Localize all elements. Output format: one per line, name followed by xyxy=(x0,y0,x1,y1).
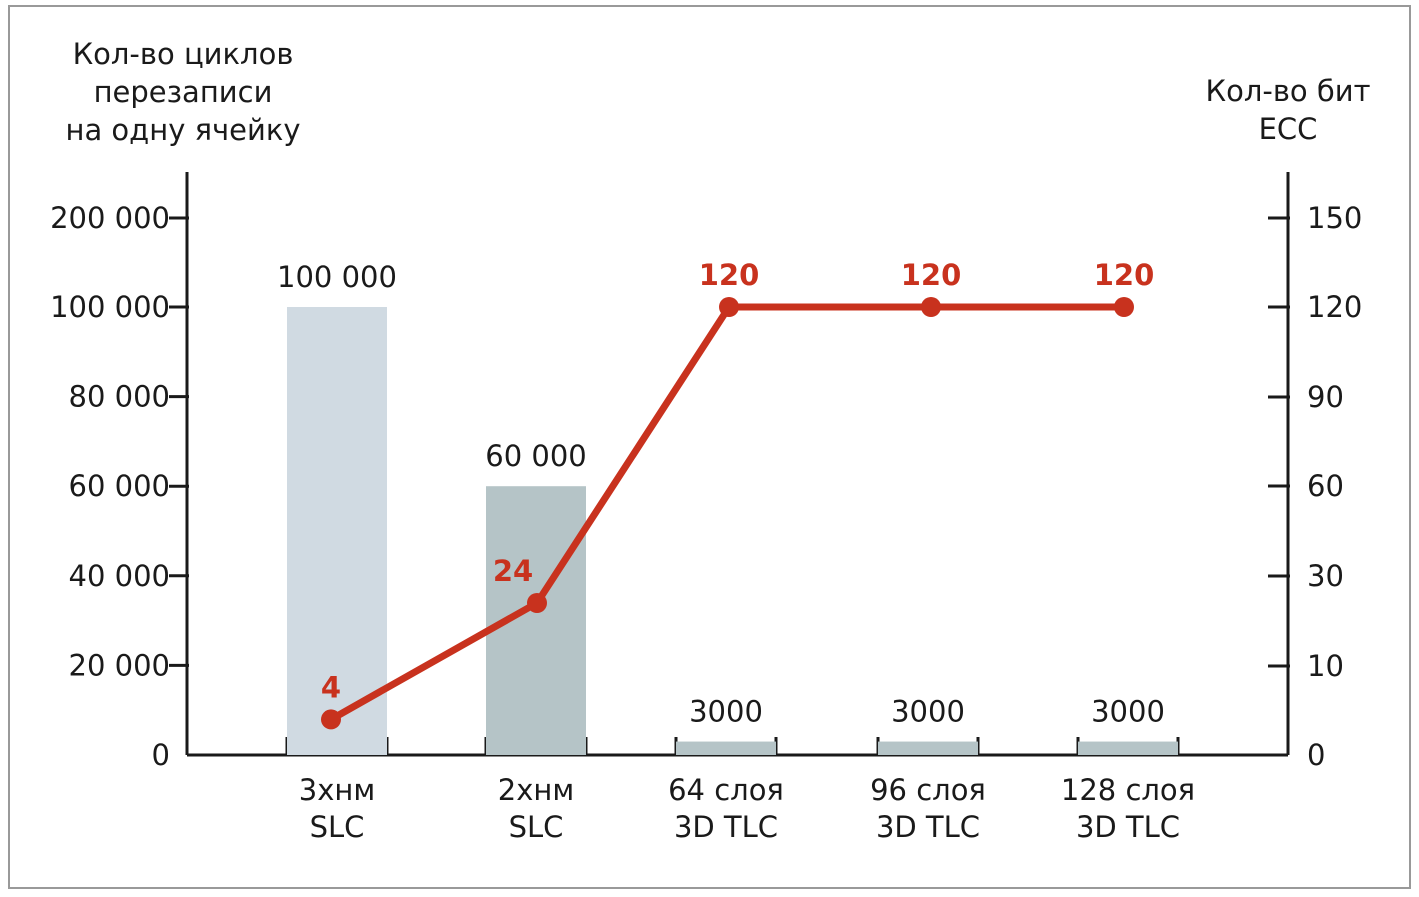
bar xyxy=(878,741,978,755)
bar-value-label: 3000 xyxy=(1091,695,1165,729)
category-label: 3xнм xyxy=(299,773,375,807)
left-tick-label: 0 xyxy=(152,738,170,772)
category-label: 3D TLC xyxy=(876,810,980,844)
bar-value-label: 3000 xyxy=(689,695,763,729)
bar xyxy=(287,307,387,755)
category-label: 64 слоя xyxy=(668,773,784,807)
category-label: 128 слоя xyxy=(1061,773,1195,807)
ecc-point xyxy=(321,709,341,730)
left-axis-title: перезаписи xyxy=(94,75,273,109)
ecc-value-label: 120 xyxy=(1094,258,1155,292)
right-tick-label: 150 xyxy=(1307,201,1362,235)
bar-value-label: 100 000 xyxy=(277,260,397,294)
right-axis-title: ECC xyxy=(1259,112,1318,146)
ecc-value-label: 4 xyxy=(321,670,341,704)
right-tick-label: 60 xyxy=(1307,469,1344,503)
left-tick-label: 100 000 xyxy=(50,290,170,324)
left-tick-label: 20 000 xyxy=(69,648,170,682)
ecc-point xyxy=(719,297,739,317)
category-label: SLC xyxy=(509,810,564,844)
left-tick-label: 80 000 xyxy=(69,380,170,414)
left-axis-title: на одну ячейку xyxy=(65,113,300,147)
left-axis-title: Кол-во циклов xyxy=(73,37,294,71)
ecc-point xyxy=(921,297,941,317)
right-tick-label: 30 xyxy=(1307,559,1344,593)
chart-border xyxy=(8,5,1411,889)
left-tick-label: 60 000 xyxy=(69,469,170,503)
category-label: 96 слоя xyxy=(870,773,986,807)
right-tick-label: 120 xyxy=(1307,290,1362,324)
right-tick-label: 0 xyxy=(1307,738,1325,772)
ecc-point xyxy=(1114,297,1134,317)
bar xyxy=(676,741,776,755)
ecc-value-label: 120 xyxy=(901,258,962,292)
ecc-value-label: 120 xyxy=(699,258,760,292)
category-label: 3D TLC xyxy=(674,810,778,844)
left-tick-label: 40 000 xyxy=(69,559,170,593)
category-label: 3D TLC xyxy=(1076,810,1180,844)
left-tick-label: 200 000 xyxy=(50,201,170,235)
bar-value-label: 60 000 xyxy=(485,439,586,473)
category-label: 2xнм xyxy=(498,773,574,807)
ecc-value-label: 24 xyxy=(493,554,533,588)
ecc-point xyxy=(527,593,547,613)
right-tick-label: 90 xyxy=(1307,380,1344,414)
bar xyxy=(1078,741,1178,755)
bar-value-label: 3000 xyxy=(891,695,965,729)
category-label: SLC xyxy=(310,810,365,844)
right-tick-label: 10 xyxy=(1307,649,1344,683)
right-axis-title: Кол-во бит xyxy=(1205,74,1370,108)
ecc-line xyxy=(329,303,1124,723)
